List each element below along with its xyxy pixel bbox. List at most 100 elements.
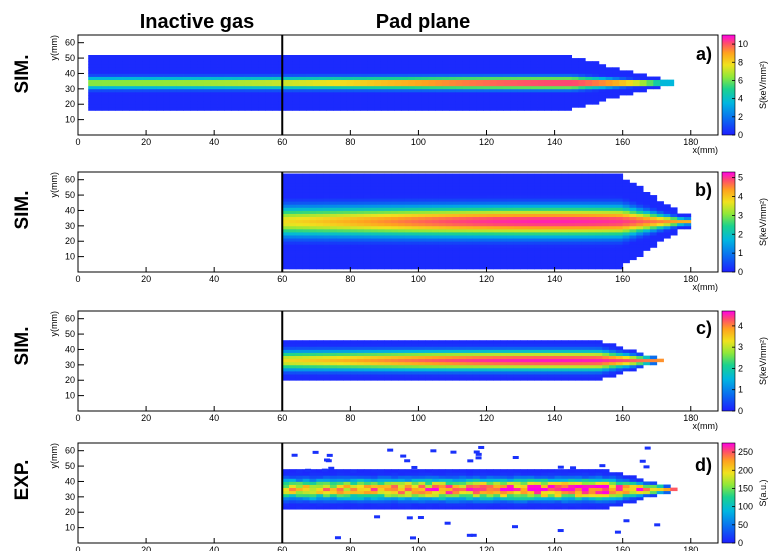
heatmap-cell — [622, 487, 630, 492]
heatmap-cell — [479, 490, 487, 495]
heatmap-cell — [537, 88, 545, 93]
heatmap-cell — [302, 371, 310, 375]
heatmap-cell — [595, 222, 603, 227]
heatmap-cell — [595, 340, 603, 344]
heatmap-cell — [486, 352, 494, 357]
heatmap-cell — [411, 195, 419, 199]
heatmap-cell — [527, 219, 535, 224]
heatmap-cell — [323, 361, 331, 366]
heatmap-cell — [609, 358, 617, 363]
heatmap-cell — [129, 88, 137, 93]
heatmap-cell — [183, 88, 191, 93]
heatmap-cell — [122, 79, 130, 84]
heatmap-cell — [554, 259, 562, 264]
heatmap-cell — [547, 195, 555, 199]
heatmap-cell — [418, 250, 426, 254]
heatmap-cell — [438, 499, 447, 504]
x-tick-label: 20 — [141, 545, 151, 551]
heatmap-cell — [282, 182, 290, 187]
heatmap-cell — [115, 104, 123, 108]
heatmap-cell — [575, 352, 583, 357]
heatmap-cell — [289, 192, 297, 196]
heatmap-cell — [472, 340, 481, 344]
heatmap-cell — [432, 484, 440, 489]
heatmap-cell — [561, 377, 569, 381]
heatmap-cell — [510, 70, 518, 74]
heatmap-cell — [534, 377, 542, 381]
heatmap-cell — [636, 228, 644, 233]
heatmap-cell — [445, 364, 453, 369]
heatmap-cell — [309, 493, 317, 498]
heatmap-cell — [506, 192, 515, 196]
heatmap-cell — [452, 265, 460, 270]
heatmap-cell — [568, 472, 576, 476]
heatmap-cell — [629, 188, 637, 193]
heatmap-cell — [357, 192, 365, 196]
heatmap-cell — [626, 82, 634, 87]
heatmap-cell — [578, 76, 586, 81]
heatmap-cell — [506, 503, 515, 507]
heatmap-cell — [323, 250, 331, 254]
heatmap-cell — [540, 487, 549, 492]
heatmap-cell — [636, 490, 644, 495]
heatmap-cell — [469, 61, 477, 65]
noise-cell — [643, 465, 650, 469]
heatmap-cell — [333, 55, 341, 59]
heatmap-cell — [88, 104, 96, 108]
heatmap-cell — [452, 352, 460, 357]
heatmap-cell — [333, 82, 341, 87]
heatmap-cell — [602, 490, 610, 495]
heatmap-cell — [411, 469, 419, 473]
heatmap-cell — [418, 371, 426, 375]
heatmap-cell — [581, 259, 590, 264]
heatmap-cell — [258, 58, 266, 62]
heatmap-cell — [513, 244, 521, 248]
heatmap-cell — [554, 493, 562, 498]
heatmap-cell — [329, 259, 338, 264]
heatmap-cell — [438, 503, 447, 507]
heatmap-cell — [449, 79, 457, 84]
heatmap-cell — [561, 256, 569, 261]
heatmap-cell — [384, 195, 392, 199]
noise-cell — [599, 464, 606, 468]
noise-cell — [387, 448, 394, 452]
heatmap-cell — [506, 176, 515, 181]
heatmap-cell — [295, 188, 304, 193]
heatmap-cell — [156, 91, 164, 96]
heatmap-cell — [108, 76, 116, 81]
heatmap-cell — [486, 484, 494, 489]
heatmap-cell — [513, 213, 521, 218]
heatmap-cell — [384, 253, 392, 258]
heatmap-cell — [329, 228, 338, 233]
heatmap-cell — [581, 496, 590, 501]
heatmap-cell — [367, 76, 375, 81]
heatmap-cell — [312, 95, 321, 99]
heatmap-cell — [149, 91, 157, 96]
y-tick-label: 20 — [65, 375, 75, 385]
heatmap-cell — [493, 188, 501, 193]
heatmap-cell — [363, 256, 372, 261]
heatmap-cell — [629, 250, 637, 254]
heatmap-cell — [210, 55, 218, 59]
heatmap-cell — [476, 67, 484, 71]
heatmap-cell — [472, 250, 481, 254]
heatmap-cell — [643, 238, 651, 242]
heatmap-cell — [425, 503, 433, 507]
heatmap-cell — [605, 79, 613, 84]
heatmap-cell — [530, 64, 538, 68]
heatmap-cell — [299, 76, 307, 81]
heatmap-cell — [258, 67, 266, 71]
heatmap-cell — [561, 247, 569, 251]
heatmap-cell — [527, 247, 535, 251]
heatmap-cell — [547, 210, 555, 214]
heatmap-cell — [506, 225, 515, 230]
heatmap-cell — [251, 70, 259, 74]
heatmap-cell — [357, 247, 365, 251]
heatmap-cell — [384, 204, 392, 208]
heatmap-cell — [231, 70, 239, 74]
heatmap-cell — [629, 225, 637, 230]
heatmap-cell — [602, 484, 610, 489]
heatmap-cell — [336, 259, 344, 264]
heatmap-cell — [615, 210, 624, 214]
heatmap-cell — [459, 490, 467, 495]
